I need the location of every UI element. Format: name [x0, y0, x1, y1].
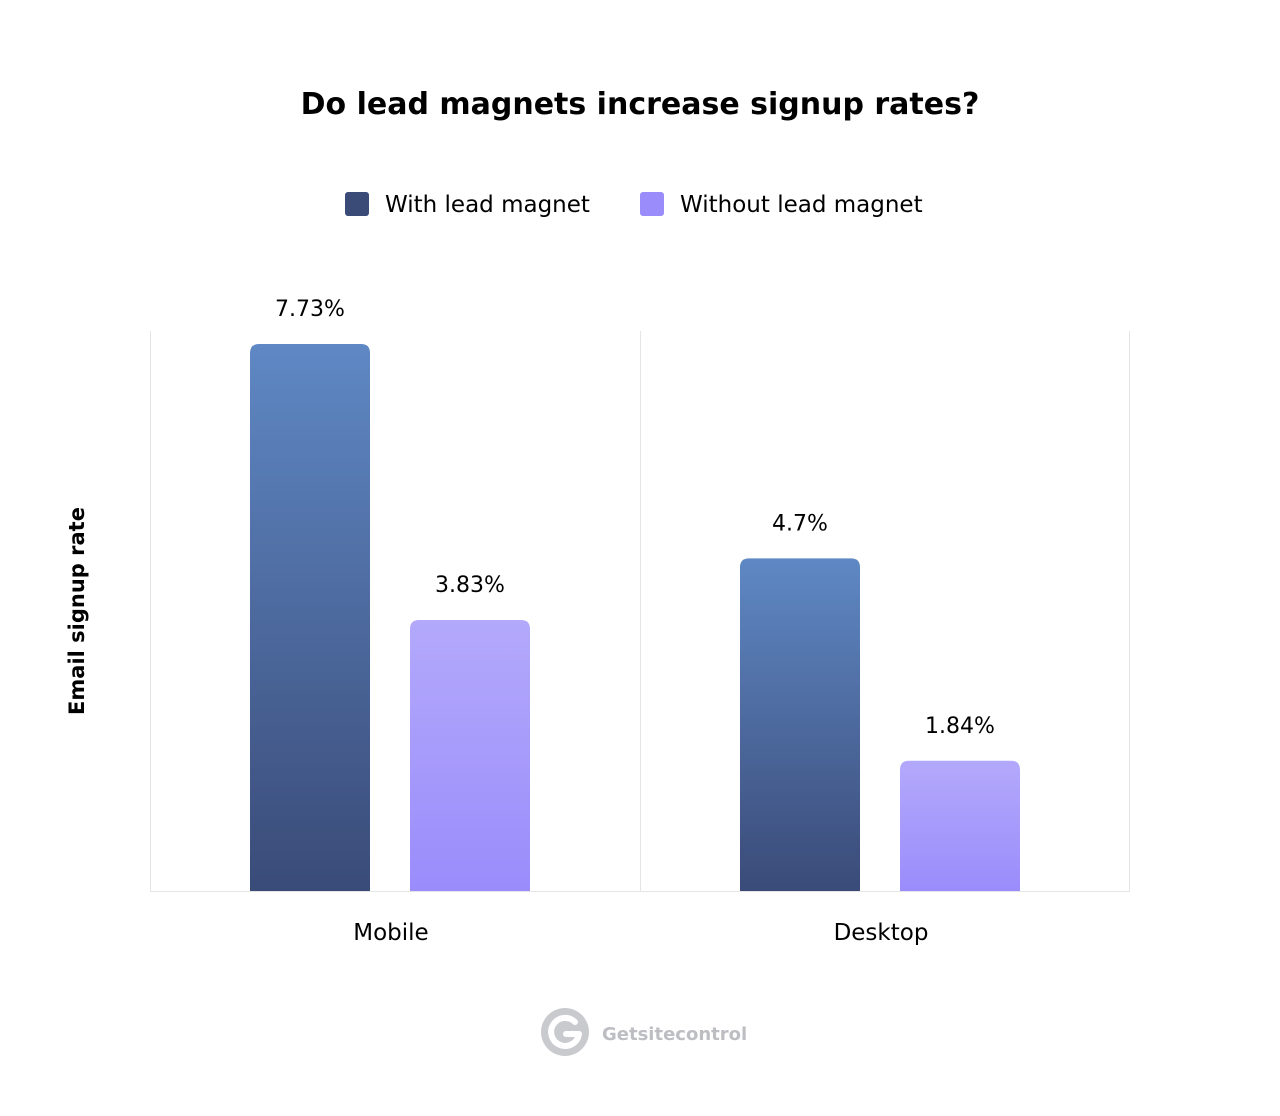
value-label-desktop-without-lead-magnet: 1.84%: [925, 714, 995, 739]
legend: With lead magnet Without lead magnet: [345, 192, 923, 218]
value-label-desktop-with-lead-magnet: 4.7%: [772, 511, 828, 536]
bars-group: [250, 344, 1020, 891]
legend-swatch-with-lead-magnet: [345, 192, 369, 216]
legend-label-without-lead-magnet: Without lead magnet: [680, 192, 923, 218]
y-axis-label: Email signup rate: [65, 507, 89, 715]
bar-desktop-with-lead-magnet: [740, 558, 860, 891]
plot-frame: [150, 331, 1130, 892]
chart-title: Do lead magnets increase signup rates?: [301, 87, 980, 122]
legend-label-with-lead-magnet: With lead magnet: [385, 192, 590, 218]
bar-mobile-without-lead-magnet: [410, 619, 530, 891]
value-label-mobile-with-lead-magnet: 7.73%: [275, 297, 345, 322]
bar-mobile-with-lead-magnet: [250, 344, 370, 891]
brand-name: Getsitecontrol: [602, 1024, 747, 1045]
getsitecontrol-logo-icon: [541, 1008, 589, 1056]
brand-logo: Getsitecontrol: [541, 1008, 747, 1056]
x-tick-labels-group: Mobile Desktop: [353, 920, 928, 946]
x-tick-label-mobile: Mobile: [353, 920, 428, 946]
bar-desktop-without-lead-magnet: [900, 760, 1020, 891]
x-tick-label-desktop: Desktop: [834, 920, 929, 946]
legend-swatch-without-lead-magnet: [640, 192, 664, 216]
value-labels-group: 7.73% 3.83% 4.7% 1.84%: [275, 297, 995, 739]
value-label-mobile-without-lead-magnet: 3.83%: [435, 573, 505, 598]
